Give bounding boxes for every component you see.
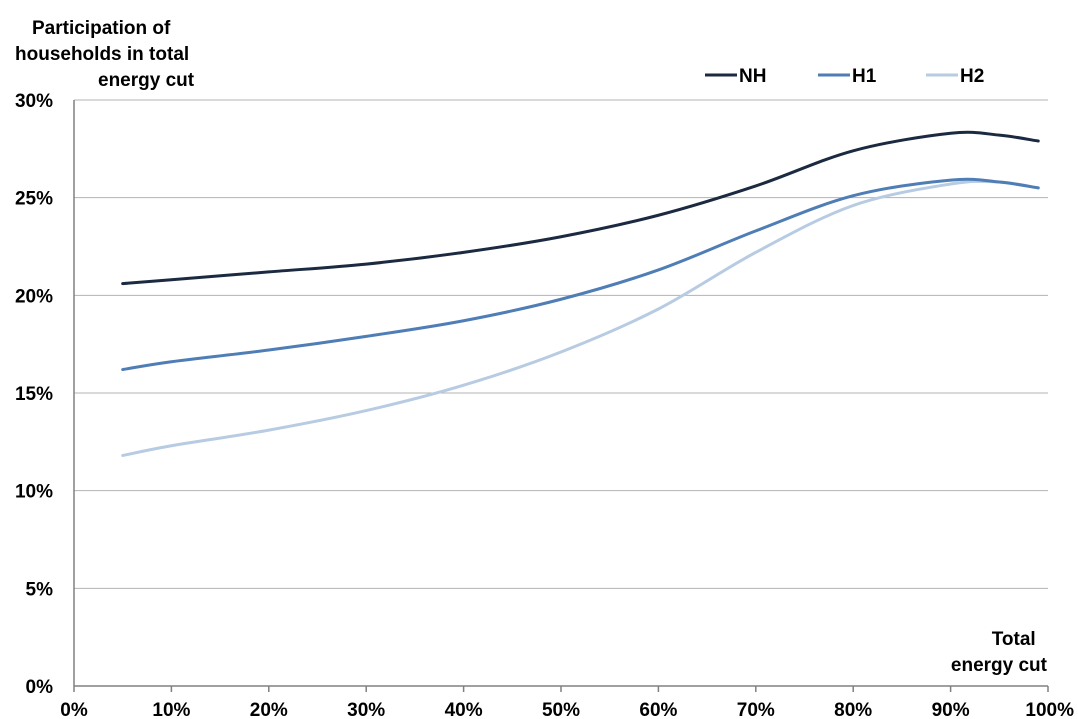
x-tick-label: 60% bbox=[639, 700, 677, 719]
y-tick-label: 10% bbox=[15, 482, 53, 503]
y-tick-labels: 0% 5% 10% 15% 20% 25% 30% bbox=[15, 91, 53, 698]
x-tick-label: 0% bbox=[60, 700, 88, 719]
x-tick-label: 20% bbox=[250, 700, 288, 719]
y-tick-label: 25% bbox=[15, 189, 53, 210]
y-tick-label: 30% bbox=[15, 91, 53, 112]
x-tick-label: 40% bbox=[445, 700, 483, 719]
y-tick-label: 0% bbox=[26, 677, 54, 698]
series-line-h1 bbox=[121, 177, 1040, 372]
gridlines bbox=[74, 99, 1048, 589]
y-tick-label: 15% bbox=[15, 384, 53, 405]
legend-label-h1: H1 bbox=[852, 66, 877, 87]
series-line-nh bbox=[121, 130, 1040, 286]
x-tick-label: 30% bbox=[347, 700, 385, 719]
y-axis-title: Participation of households in total ene… bbox=[15, 18, 195, 91]
y-tick-label: 5% bbox=[26, 579, 54, 600]
x-tick-label: 70% bbox=[737, 700, 775, 719]
series-lines bbox=[121, 130, 1040, 458]
x-tick-label: 90% bbox=[932, 700, 970, 719]
axes bbox=[73, 100, 1049, 692]
x-axis-title: Total energy cut bbox=[951, 629, 1048, 676]
x-tick-labels: 0% 10% 20% 30% 40% 50% 60% 70% 80% 90% 100% bbox=[60, 700, 1074, 719]
x-tick-label: 100% bbox=[1025, 700, 1074, 719]
series-line-h2 bbox=[121, 179, 1040, 458]
x-tick-label: 50% bbox=[542, 700, 580, 719]
legend-label-h2: H2 bbox=[960, 66, 984, 87]
y-tick-label: 20% bbox=[15, 286, 53, 307]
legend-label-nh: NH bbox=[739, 66, 766, 87]
x-tick-label: 10% bbox=[152, 700, 190, 719]
legend: NH H1 H2 bbox=[705, 66, 984, 87]
x-tick-label: 80% bbox=[834, 700, 872, 719]
